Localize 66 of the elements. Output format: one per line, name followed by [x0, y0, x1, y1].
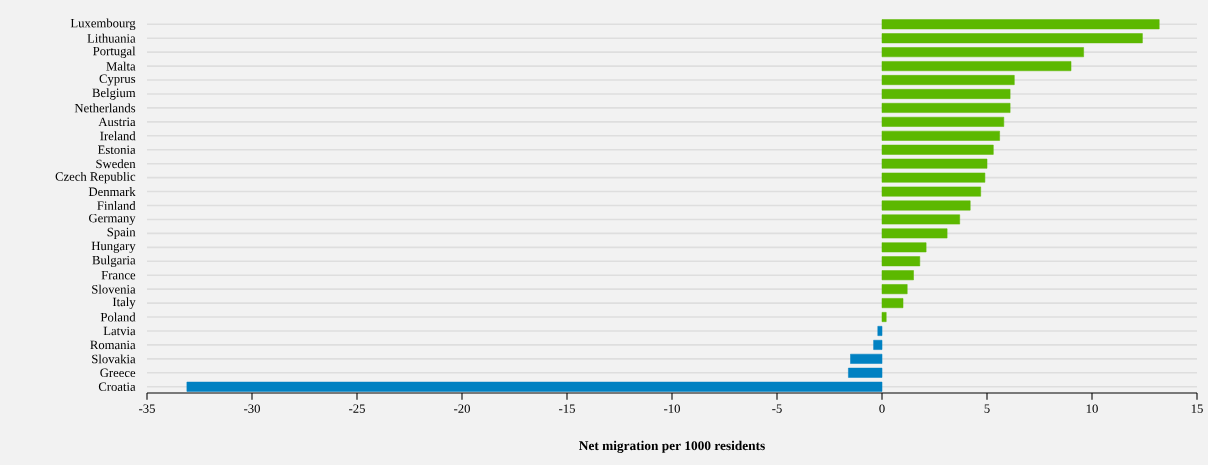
bar — [881, 144, 994, 155]
y-tick-label: Ireland — [100, 131, 136, 141]
x-tick-label: -20 — [454, 404, 470, 413]
y-tick-label: Spain — [107, 227, 136, 239]
bar — [881, 47, 1084, 58]
bar — [186, 381, 883, 392]
y-tick-label: Hungary — [91, 241, 136, 253]
x-tick-label: -10 — [664, 404, 680, 413]
bar — [850, 353, 883, 364]
y-tick-label: Czech Republic — [55, 171, 136, 184]
y-tick-label: Netherlands — [74, 103, 136, 113]
bar — [881, 186, 981, 197]
y-tick-label: Cyprus — [99, 74, 136, 86]
bar — [881, 158, 988, 169]
bar — [881, 228, 948, 239]
bar — [848, 367, 883, 378]
bar — [881, 102, 1011, 113]
x-tick-label: -30 — [244, 404, 260, 413]
x-tick-label: 15 — [1191, 404, 1203, 413]
x-tick-label: -35 — [139, 404, 155, 413]
bar — [881, 270, 914, 281]
y-tick-label: Slovakia — [92, 354, 136, 364]
bar — [881, 256, 921, 267]
bar — [881, 89, 1011, 99]
bar — [881, 172, 986, 183]
bar — [881, 200, 971, 211]
bar — [881, 75, 1015, 85]
y-tick-label: Malta — [106, 61, 136, 71]
y-tick-label: Sweden — [96, 159, 136, 169]
bar — [881, 214, 960, 225]
y-tick-label: Denmark — [88, 187, 136, 197]
bar — [881, 61, 1072, 72]
bar — [881, 130, 1000, 141]
y-tick-label: Lithuania — [87, 33, 136, 43]
bar — [881, 312, 887, 322]
y-tick-label: Slovenia — [92, 284, 136, 294]
x-axis-title: Net migration per 1000 residents — [579, 440, 765, 453]
y-tick-label: Belgium — [92, 88, 136, 100]
x-tick-label: 10 — [1086, 404, 1098, 413]
bar — [873, 339, 883, 350]
bar — [881, 284, 908, 295]
y-tick-label: Finland — [97, 201, 136, 210]
y-tick-label: France — [101, 270, 136, 280]
y-tick-label: Poland — [100, 312, 136, 322]
y-tick-label: Luxembourg — [70, 18, 136, 31]
bar — [881, 19, 1160, 30]
y-tick-label: Germany — [89, 213, 136, 226]
bar — [881, 242, 927, 253]
y-tick-label: Latvia — [103, 326, 136, 336]
y-tick-label: Italy — [112, 297, 136, 309]
y-tick-label: Estonia — [97, 145, 136, 154]
x-tick-label: 5 — [984, 404, 990, 413]
y-tick-label: Portugal — [93, 46, 136, 58]
y-tick-label: Austria — [98, 117, 136, 127]
x-tick-label: 0 — [879, 404, 885, 413]
bar — [877, 326, 883, 336]
bar — [881, 33, 1143, 44]
x-tick-label: -5 — [772, 404, 782, 413]
y-tick-label: Greece — [100, 368, 136, 378]
y-tick-label: Croatia — [98, 382, 136, 391]
bar — [881, 298, 904, 309]
y-tick-label: Bulgaria — [92, 255, 136, 268]
bar — [881, 116, 1005, 127]
x-tick-label: -15 — [559, 404, 575, 413]
x-tick-label: -25 — [349, 404, 365, 413]
y-tick-label: Romania — [90, 340, 136, 350]
